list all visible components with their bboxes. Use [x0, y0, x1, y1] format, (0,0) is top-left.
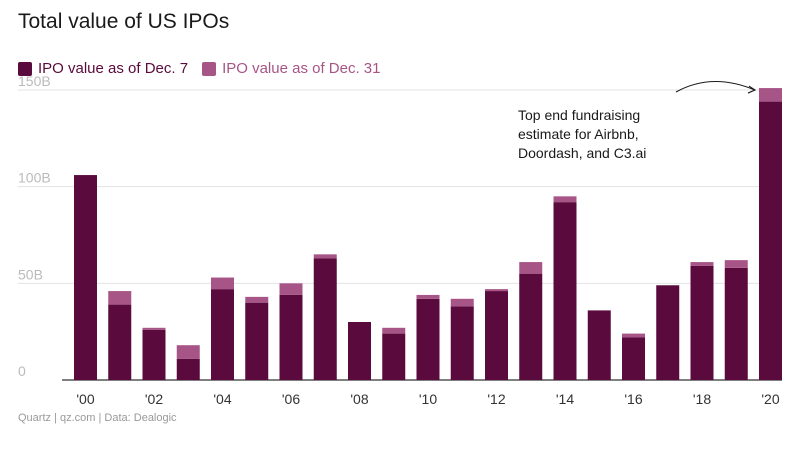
- bar-2004-dec31: [211, 277, 234, 290]
- legend-swatch-dec7: [18, 61, 32, 76]
- x-tick-label-2012: '12: [487, 391, 505, 407]
- legend-swatch-dec31: [202, 61, 217, 76]
- x-tick-label-2010: '10: [419, 391, 437, 407]
- bar-2012-dec7: [485, 291, 508, 380]
- bar-2019-dec7: [724, 267, 748, 380]
- bar-2005-dec7: [245, 302, 269, 380]
- bar-2016-dec31: [622, 333, 645, 338]
- bar-2018-dec31: [690, 262, 714, 266]
- x-tick-label-2008: '08: [350, 391, 368, 407]
- bar-2002-dec31: [142, 327, 166, 330]
- bar-2010-dec7: [416, 298, 440, 380]
- bar-2012-dec31: [485, 289, 508, 292]
- bar-2017-dec7: [656, 285, 680, 380]
- x-tick-label-2004: '04: [213, 391, 231, 407]
- x-tick-label-2006: '06: [282, 391, 300, 407]
- bar-2010-dec31: [416, 294, 440, 299]
- x-tick-label-2016: '16: [624, 391, 642, 407]
- x-tick-label-2002: '02: [145, 391, 163, 407]
- x-tick-label-2014: '14: [556, 391, 574, 407]
- annotation-arrowhead: [747, 85, 757, 94]
- bar-2004-dec7: [211, 289, 234, 380]
- x-tick-label-2018: '18: [693, 391, 711, 407]
- bar-2002-dec7: [142, 329, 166, 380]
- annotation-arrow: [675, 80, 756, 93]
- bar-2011-dec7: [450, 306, 474, 380]
- bar-2001-dec7: [108, 304, 132, 380]
- bar-2008-dec7: [348, 322, 371, 380]
- bar-2007-dec7: [313, 258, 337, 380]
- annotation-line-1: Top end fundraising: [518, 107, 641, 123]
- bar-2013-dec31: [519, 262, 543, 274]
- bar-2007-dec31: [313, 254, 337, 259]
- x-tick-label-2020: '20: [761, 391, 779, 407]
- bar-2000-dec7: [74, 175, 97, 380]
- legend-label-dec7: IPO value as of Dec. 7: [38, 60, 189, 77]
- bar-2001-dec31: [108, 291, 132, 305]
- y-tick-label-100: 100B: [18, 170, 51, 186]
- annotation-line-2: estimate for Airbnb,: [518, 126, 639, 142]
- y-tick-label-0: 0: [18, 363, 26, 379]
- y-tick-label-50: 50B: [18, 266, 43, 282]
- bar-2006-dec31: [279, 283, 303, 295]
- bar-2019-dec31: [724, 260, 748, 268]
- y-tick-label-150: 150B: [18, 73, 51, 89]
- legend-item-dec7: IPO value as of Dec. 7: [18, 60, 188, 77]
- bar-2003-dec7: [176, 358, 200, 380]
- bar-2018-dec7: [690, 265, 714, 380]
- bar-2006-dec7: [279, 294, 303, 380]
- annotation-text: Top end fundraising estimate for Airbnb,…: [518, 106, 708, 163]
- chart-title: Total value of US IPOs: [18, 10, 230, 33]
- source-footer: Quartz | qz.com | Data: Dealogic: [18, 412, 177, 424]
- bar-2015-dec7: [587, 310, 611, 380]
- x-tick-label-2000: '00: [76, 391, 94, 407]
- bar-2014-dec7: [553, 202, 577, 380]
- bar-2011-dec31: [450, 298, 474, 307]
- bar-2020-dec7: [759, 101, 782, 380]
- legend-item-dec31: IPO value as of Dec. 31: [202, 60, 381, 77]
- bar-2013-dec7: [519, 273, 543, 380]
- bar-2005-dec31: [245, 296, 269, 303]
- legend: IPO value as of Dec. 7 IPO value as of D…: [18, 60, 395, 77]
- bar-2003-dec31: [176, 345, 200, 359]
- bar-2014-dec31: [553, 196, 577, 203]
- bar-2020-dec31: [759, 88, 782, 102]
- annotation-line-3: Doordash, and C3.ai: [518, 145, 647, 161]
- bar-2009-dec7: [382, 333, 406, 380]
- bar-2009-dec31: [382, 327, 406, 334]
- bar-2016-dec7: [622, 337, 645, 380]
- legend-label-dec31: IPO value as of Dec. 31: [222, 60, 381, 77]
